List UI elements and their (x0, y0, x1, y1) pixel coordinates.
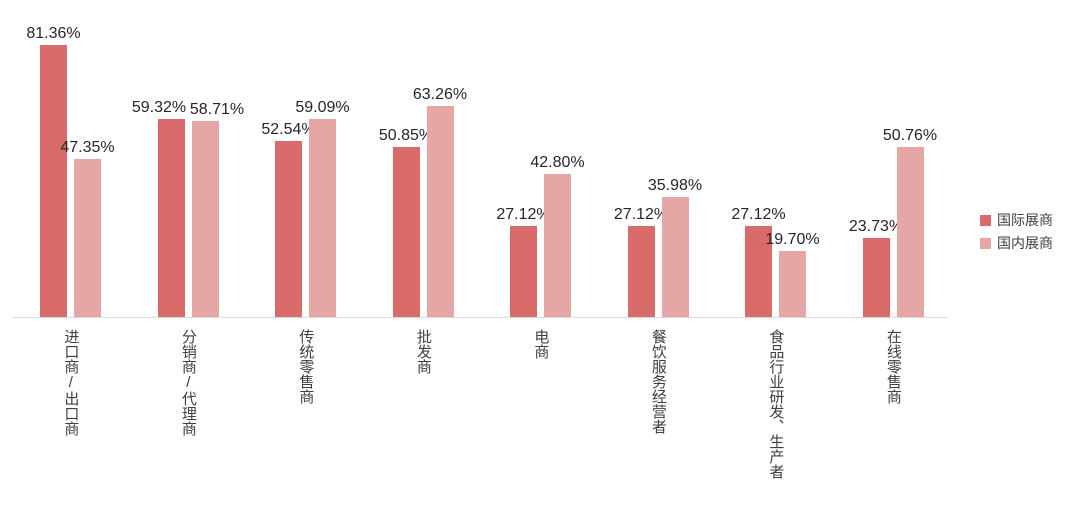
category-label-1: 分销商/代理商 (179, 329, 197, 436)
bar-domestic-1 (191, 120, 219, 317)
category-label-0: 进口商/出口商 (62, 329, 80, 436)
bar-domestic-5 (661, 196, 689, 317)
bar-international-1 (157, 118, 185, 317)
value-label-international-5: 27.12% (613, 206, 669, 224)
value-label-domestic-6: 19.70% (765, 231, 820, 249)
value-label-international-6: 27.12% (731, 206, 786, 224)
bar-international-6 (745, 226, 772, 317)
value-label-international-3: 50.85% (378, 126, 434, 144)
category-label-5: 餐饮服务经营者 (649, 329, 667, 434)
value-label-international-0: 81.36% (26, 24, 81, 42)
category-label-4: 电商 (532, 329, 550, 359)
legend-item-international: 国际展商 (980, 212, 1053, 229)
value-label-domestic-1: 58.71% (189, 100, 245, 118)
bar-domestic-2 (309, 119, 336, 317)
bar-domestic-0 (74, 158, 101, 317)
bar-international-2 (275, 141, 302, 317)
bar-international-5 (627, 226, 655, 317)
bar-international-4 (510, 226, 537, 317)
bar-domestic-6 (779, 251, 806, 317)
bar-domestic-3 (426, 105, 454, 317)
category-label-2: 传统零售商 (297, 329, 315, 404)
legend-swatch-international-icon (980, 215, 991, 226)
value-label-domestic-5: 35.98% (647, 176, 703, 194)
value-label-domestic-7: 50.76% (882, 127, 938, 145)
legend-label-international: 国际展商 (997, 212, 1053, 228)
category-label-6: 食品行业研发、生产者 (767, 329, 785, 479)
value-label-domestic-0: 47.35% (60, 138, 115, 156)
category-label-7: 在线零售商 (884, 329, 902, 404)
bar-international-0 (40, 44, 67, 317)
legend-swatch-domestic-icon (980, 238, 991, 249)
value-label-international-2: 52.54% (261, 121, 316, 139)
category-label-3: 批发商 (414, 329, 432, 374)
x-axis-line (12, 317, 948, 318)
legend: 国际展商 国内展商 (980, 212, 1053, 252)
legend-label-domestic: 国内展商 (997, 235, 1053, 251)
value-label-domestic-3: 63.26% (412, 85, 468, 103)
value-label-international-1: 59.32% (131, 98, 187, 116)
value-label-domestic-4: 42.80% (530, 153, 585, 171)
bar-domestic-7 (896, 147, 924, 317)
legend-item-domestic: 国内展商 (980, 235, 1053, 252)
bar-international-3 (392, 146, 420, 317)
bar-domestic-4 (544, 173, 571, 317)
bar-international-7 (862, 237, 890, 317)
value-label-international-7: 23.73% (848, 217, 904, 235)
value-label-domestic-2: 59.09% (295, 99, 350, 117)
value-label-international-4: 27.12% (496, 206, 551, 224)
